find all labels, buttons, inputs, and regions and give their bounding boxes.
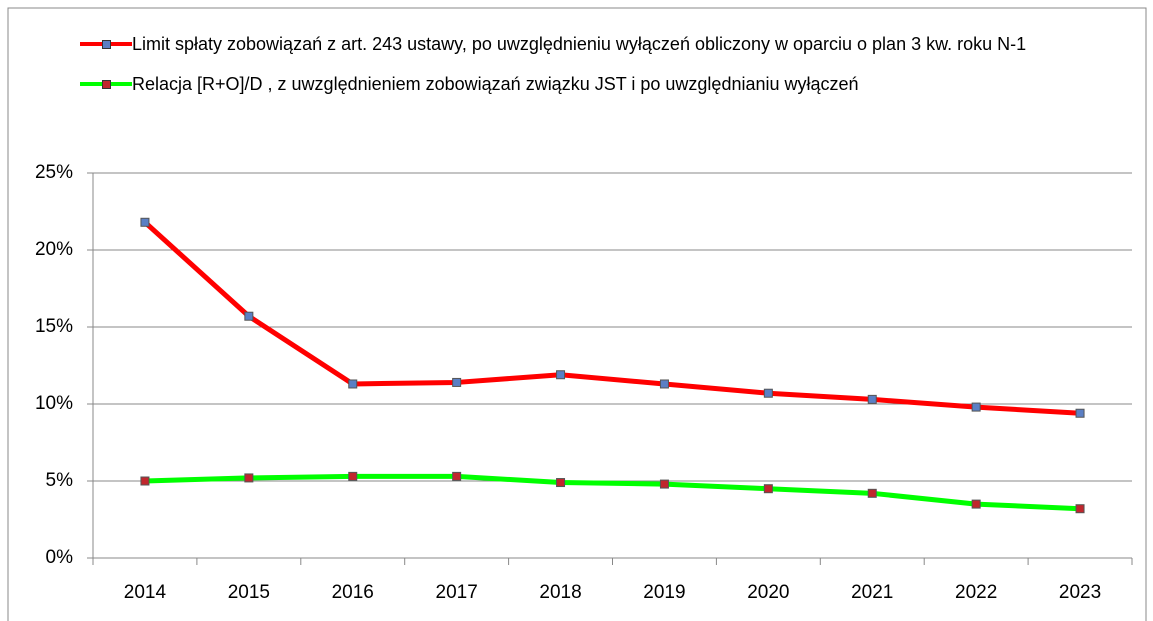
x-tick-label: 2015: [228, 582, 270, 603]
y-tick-label: 10%: [35, 393, 73, 414]
marker: [452, 377, 462, 387]
x-tick-label: 2022: [955, 582, 997, 603]
legend-label: Relacja [R+O]/D , z uwzględnieniem zobow…: [132, 74, 859, 94]
y-tick-label: 0%: [46, 547, 74, 568]
legend-marker: [102, 80, 111, 89]
marker: [867, 488, 877, 498]
x-tick-label: 2019: [643, 582, 685, 603]
legend-swatch: [80, 70, 132, 98]
marker: [659, 479, 669, 489]
marker: [348, 379, 358, 389]
y-tick-label: 15%: [35, 316, 73, 337]
marker: [556, 370, 566, 380]
marker: [1075, 504, 1085, 514]
marker: [348, 471, 358, 481]
y-tick-label: 5%: [46, 470, 74, 491]
x-tick-label: 2018: [539, 582, 581, 603]
marker: [244, 473, 254, 483]
x-tick-label: 2020: [747, 582, 789, 603]
x-tick-label: 2023: [1059, 582, 1101, 603]
y-tick-label: 20%: [35, 239, 73, 260]
marker: [763, 484, 773, 494]
frame: [7, 7, 1147, 621]
marker: [971, 499, 981, 509]
x-tick-label: 2021: [851, 582, 893, 603]
legend-label: Limit spłaty zobowiązań z art. 243 ustaw…: [132, 34, 1027, 54]
legend-swatch: [80, 30, 132, 58]
marker: [140, 476, 150, 486]
x-tick-label: 2016: [332, 582, 374, 603]
marker: [556, 478, 566, 488]
marker: [659, 379, 669, 389]
x-tick-label: 2014: [124, 582, 167, 603]
legend-marker: [102, 40, 111, 49]
legend: Limit spłaty zobowiązań z art. 243 ustaw…: [80, 30, 1120, 110]
series-line: [143, 220, 1081, 416]
marker: [244, 311, 254, 321]
marker: [452, 471, 462, 481]
legend-entry: Limit spłaty zobowiązań z art. 243 ustaw…: [80, 30, 1120, 58]
marker: [971, 402, 981, 412]
marker: [763, 388, 773, 398]
marker: [867, 394, 877, 404]
marker: [140, 217, 150, 227]
series-line: [144, 473, 1081, 512]
legend-entry: Relacja [R+O]/D , z uwzględnieniem zobow…: [80, 70, 1120, 98]
y-tick-label: 25%: [35, 162, 73, 183]
marker: [1075, 408, 1085, 418]
x-tick-label: 2017: [436, 582, 478, 603]
